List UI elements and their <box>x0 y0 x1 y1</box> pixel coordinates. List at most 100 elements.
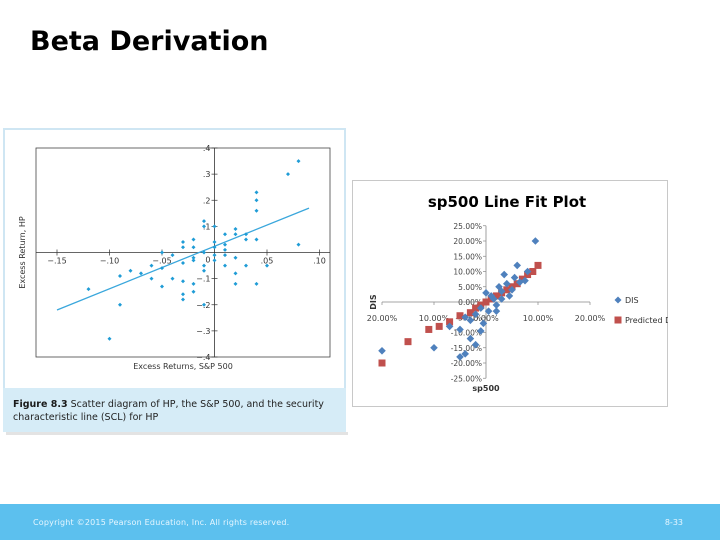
data-point <box>181 240 185 245</box>
data-point <box>160 284 164 289</box>
data-point <box>244 237 248 242</box>
dis-point <box>503 279 511 288</box>
dis-point <box>479 319 488 328</box>
data-point <box>170 253 175 258</box>
predicted-point <box>404 338 412 346</box>
predicted-point <box>513 280 521 288</box>
y-tick-label: 25.00% <box>453 222 482 231</box>
data-point <box>86 287 91 292</box>
data-point <box>223 263 227 268</box>
dis-point <box>531 237 540 245</box>
y-tick-label: −.4 <box>196 353 210 362</box>
data-point <box>160 266 164 271</box>
data-point <box>296 159 301 164</box>
predicted-point <box>425 325 433 333</box>
y-tick-label: -5.00% <box>455 313 482 322</box>
predicted-point <box>529 268 537 275</box>
x-tick-label: 10.00% <box>419 314 450 323</box>
data-point <box>223 232 227 237</box>
y-tick-label: 15.00% <box>453 252 482 261</box>
data-point <box>286 172 290 177</box>
data-point <box>202 224 206 229</box>
dis-point <box>490 295 498 303</box>
y-tick-label: -15.00% <box>451 344 482 353</box>
data-point <box>191 281 196 286</box>
y-tick-label: .2 <box>203 196 211 205</box>
data-point <box>181 245 185 250</box>
footer-copyright: Copyright ©2015 Pearson Education, Inc. … <box>33 518 290 527</box>
data-point <box>212 224 217 229</box>
footer-bar: Copyright ©2015 Pearson Education, Inc. … <box>0 504 720 540</box>
regression-line <box>56 207 310 311</box>
dis-point <box>378 347 386 355</box>
data-point <box>254 237 259 242</box>
data-point <box>160 250 164 255</box>
y-tick-label: .4 <box>203 144 211 153</box>
dis-point <box>510 273 519 282</box>
x-tick-label: .10 <box>313 257 326 266</box>
hp-scatter-chart: −.15−.10−.05.05.10−.4−.3−.2−.1.1.2.3.40E… <box>18 144 331 371</box>
data-point <box>149 263 154 268</box>
data-point <box>244 263 248 268</box>
dis-point <box>492 307 501 315</box>
dis-point <box>500 270 508 279</box>
data-point <box>212 258 217 263</box>
dis-point <box>456 353 464 361</box>
legend-dis-label: DIS <box>625 296 639 305</box>
line-fit-chart: sp500 Line Fit Plot 25.00% 20.00% 15.00% 10.… <box>367 193 668 393</box>
x-tick-label: −.10 <box>100 257 119 266</box>
x-tick-label: .05 <box>261 257 274 266</box>
data-point <box>212 240 217 245</box>
y-tick-label: 0.00% <box>458 298 482 307</box>
slide-title: Beta Derivation <box>30 26 269 57</box>
data-point <box>212 253 217 258</box>
data-point <box>149 276 154 281</box>
y-tick-label: -10.00% <box>451 329 482 338</box>
data-point <box>181 279 185 284</box>
dis-point <box>484 307 493 315</box>
dis-point <box>445 322 454 331</box>
dis-point <box>430 343 438 352</box>
x-tick-label: 10.00% <box>523 314 554 323</box>
data-point <box>254 281 259 286</box>
data-point <box>107 336 112 341</box>
data-point <box>191 289 196 294</box>
dis-point <box>513 261 521 270</box>
data-point <box>233 232 238 237</box>
origin-label: 0 <box>205 256 210 265</box>
x-axis-title: sp500 <box>472 384 500 393</box>
data-point <box>181 292 185 297</box>
y-axis-title: Excess Return, HP <box>18 216 27 288</box>
dis-point <box>466 334 475 343</box>
y-axis-title: DIS <box>369 294 378 310</box>
x-tick-label: 20.00% <box>367 314 398 323</box>
data-point <box>254 208 259 213</box>
data-point <box>233 226 238 231</box>
x-tick-label: 0.00% <box>473 314 499 323</box>
predicted-point <box>446 318 454 326</box>
data-point <box>223 253 227 258</box>
figure-label: Figure 8.3 <box>13 399 68 410</box>
predicted-point <box>466 309 474 317</box>
data-point <box>191 237 196 242</box>
data-point <box>254 198 259 203</box>
predicted-point <box>456 312 464 320</box>
y-tick-label: .3 <box>203 170 211 179</box>
data-point <box>233 281 238 286</box>
data-point <box>118 302 122 307</box>
y-tick-label: −.3 <box>196 327 210 336</box>
x-tick-label: 20.00% <box>575 314 606 323</box>
predicted-point <box>534 261 542 269</box>
legend-predicted-label: Predicted DIS <box>625 316 668 325</box>
predicted-point <box>482 298 490 306</box>
data-point <box>296 242 301 247</box>
dis-point <box>482 289 490 297</box>
data-point <box>202 263 206 268</box>
data-point <box>191 258 196 263</box>
data-point <box>170 276 175 281</box>
y-tick-label: -20.00% <box>451 359 482 368</box>
x-axis-title: Excess Returns, S&P 500 <box>133 362 233 371</box>
figure-caption-text: Scatter diagram of HP, the S&P 500, and … <box>13 399 324 423</box>
data-point <box>223 242 227 247</box>
predicted-point <box>492 292 500 300</box>
